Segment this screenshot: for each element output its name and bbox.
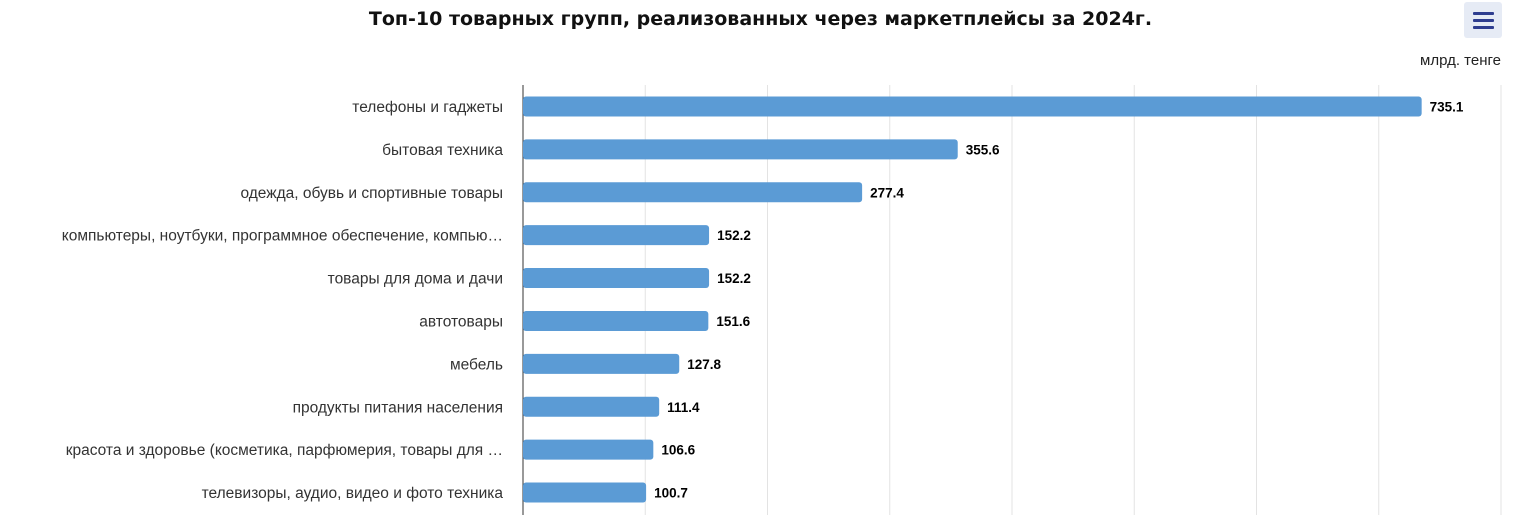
category-label: продукты питания населения: [293, 399, 503, 416]
bar[interactable]: [523, 310, 709, 331]
chart-title: Топ-10 товарных групп, реализованных чер…: [368, 8, 1153, 30]
data-label: 127.8: [687, 357, 721, 372]
bar[interactable]: [523, 225, 710, 246]
bar[interactable]: [523, 396, 660, 417]
data-label: 277.4: [870, 185, 904, 200]
category-label: бытовая техника: [382, 142, 503, 159]
bar[interactable]: [523, 182, 863, 203]
bar[interactable]: [523, 96, 1422, 117]
category-label: одежда, обувь и спортивные товары: [240, 185, 503, 202]
data-label: 111.4: [667, 400, 700, 415]
bar[interactable]: [523, 139, 958, 160]
data-label: 100.7: [654, 486, 688, 501]
data-label: 106.6: [661, 443, 695, 458]
data-label: 355.6: [966, 142, 1000, 157]
bar[interactable]: [523, 353, 680, 374]
data-label: 152.2: [717, 228, 751, 243]
category-label: телевизоры, аудио, видео и фото техника: [202, 485, 504, 502]
bar[interactable]: [523, 482, 647, 503]
hamburger-menu-icon-line: [1473, 19, 1494, 22]
category-label: автотовары: [419, 313, 503, 330]
category-label: товары для дома и дачи: [328, 271, 503, 288]
hamburger-menu-icon: [1473, 12, 1494, 15]
chart-menu-button[interactable]: [1464, 2, 1502, 38]
bar[interactable]: [523, 439, 654, 460]
category-label: мебель: [450, 356, 503, 373]
category-label: красота и здоровье (косметика, парфюмери…: [66, 442, 503, 459]
bar[interactable]: [523, 268, 710, 289]
data-label: 151.6: [716, 314, 750, 329]
unit-label: млрд. тенге: [1420, 52, 1501, 69]
hamburger-menu-icon-line: [1473, 26, 1494, 29]
category-label: телефоны и гаджеты: [352, 99, 503, 116]
data-label: 152.2: [717, 271, 751, 286]
category-label: компьютеры, ноутбуки, программное обеспе…: [62, 228, 503, 245]
data-label: 735.1: [1430, 99, 1464, 114]
